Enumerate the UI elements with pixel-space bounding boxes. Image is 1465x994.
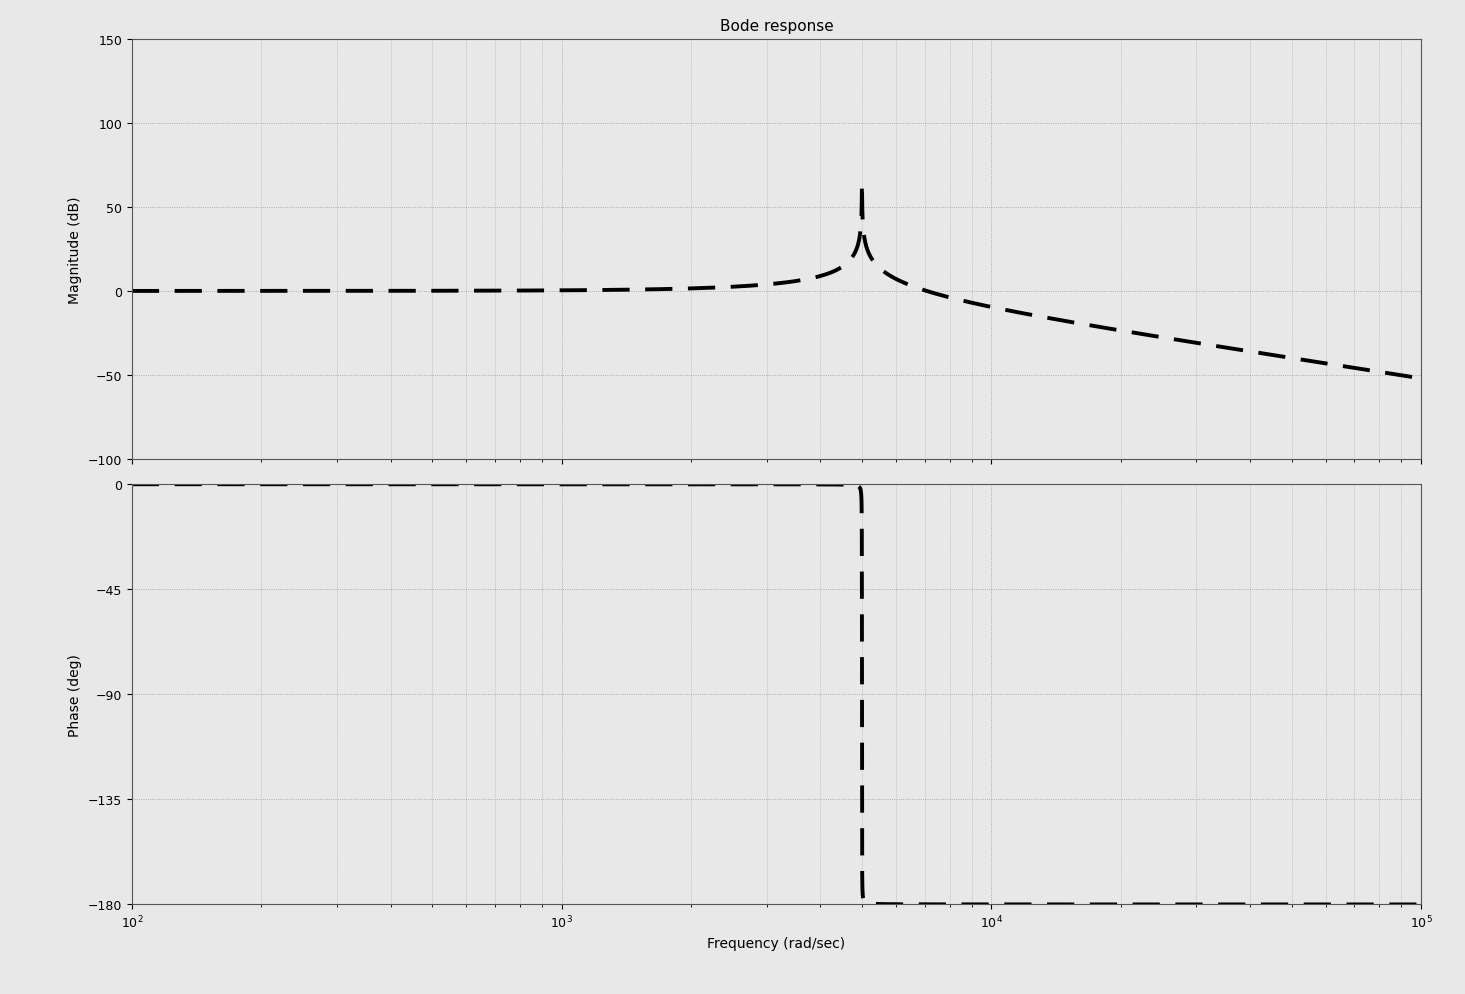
- Title: Bode response: Bode response: [719, 20, 834, 35]
- Y-axis label: Magnitude (dB): Magnitude (dB): [69, 196, 82, 303]
- Y-axis label: Phase (deg): Phase (deg): [69, 653, 82, 736]
- X-axis label: Frequency (rad/sec): Frequency (rad/sec): [708, 936, 845, 950]
